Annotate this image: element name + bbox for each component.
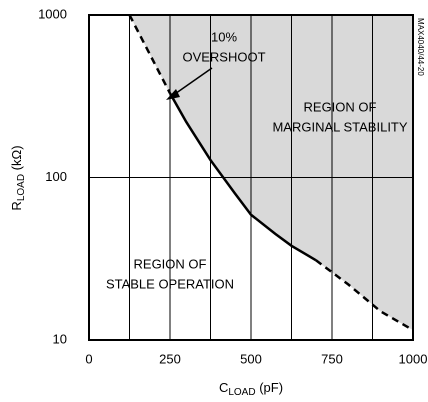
side-note: MAX4040/44-20: [416, 18, 425, 76]
plot-frame: [88, 14, 414, 341]
curve: [128, 14, 172, 94]
x-axis-label-part: (pF): [256, 380, 283, 395]
arrow-head: [166, 89, 180, 100]
annotation: MARGINAL STABILITY: [272, 119, 407, 134]
annotation: REGION OF: [134, 256, 207, 271]
x-axis-label-part: LOAD: [228, 387, 255, 398]
x-tick-label: 750: [321, 351, 343, 366]
curve: [168, 92, 317, 262]
annotation: 10%: [211, 29, 237, 44]
annotation: REGION OF: [304, 99, 377, 114]
y-tick-label: 100: [45, 169, 67, 184]
y-axis-label: RLOAD (kΩ): [9, 145, 26, 210]
x-tick-label: 500: [240, 351, 262, 366]
y-axis-label-part: R: [9, 201, 24, 210]
annotation: OVERSHOOT: [182, 49, 265, 64]
curve: [315, 259, 414, 332]
y-tick-label: 10: [53, 331, 67, 346]
x-axis-label-part: C: [219, 380, 228, 395]
y-axis-label-part: LOAD: [16, 174, 27, 201]
y-tick-label: 1000: [38, 6, 67, 21]
x-axis-label: CLOAD (pF): [219, 380, 283, 397]
annotation: STABLE OPERATION: [106, 276, 234, 291]
shaded-region: [129, 15, 413, 331]
x-tick-label: 0: [85, 351, 92, 366]
arrow-shaft: [171, 67, 213, 97]
x-tick-label: 1000: [399, 351, 428, 366]
x-tick-label: 250: [159, 351, 181, 366]
y-axis-label-part: (kΩ): [9, 145, 24, 174]
